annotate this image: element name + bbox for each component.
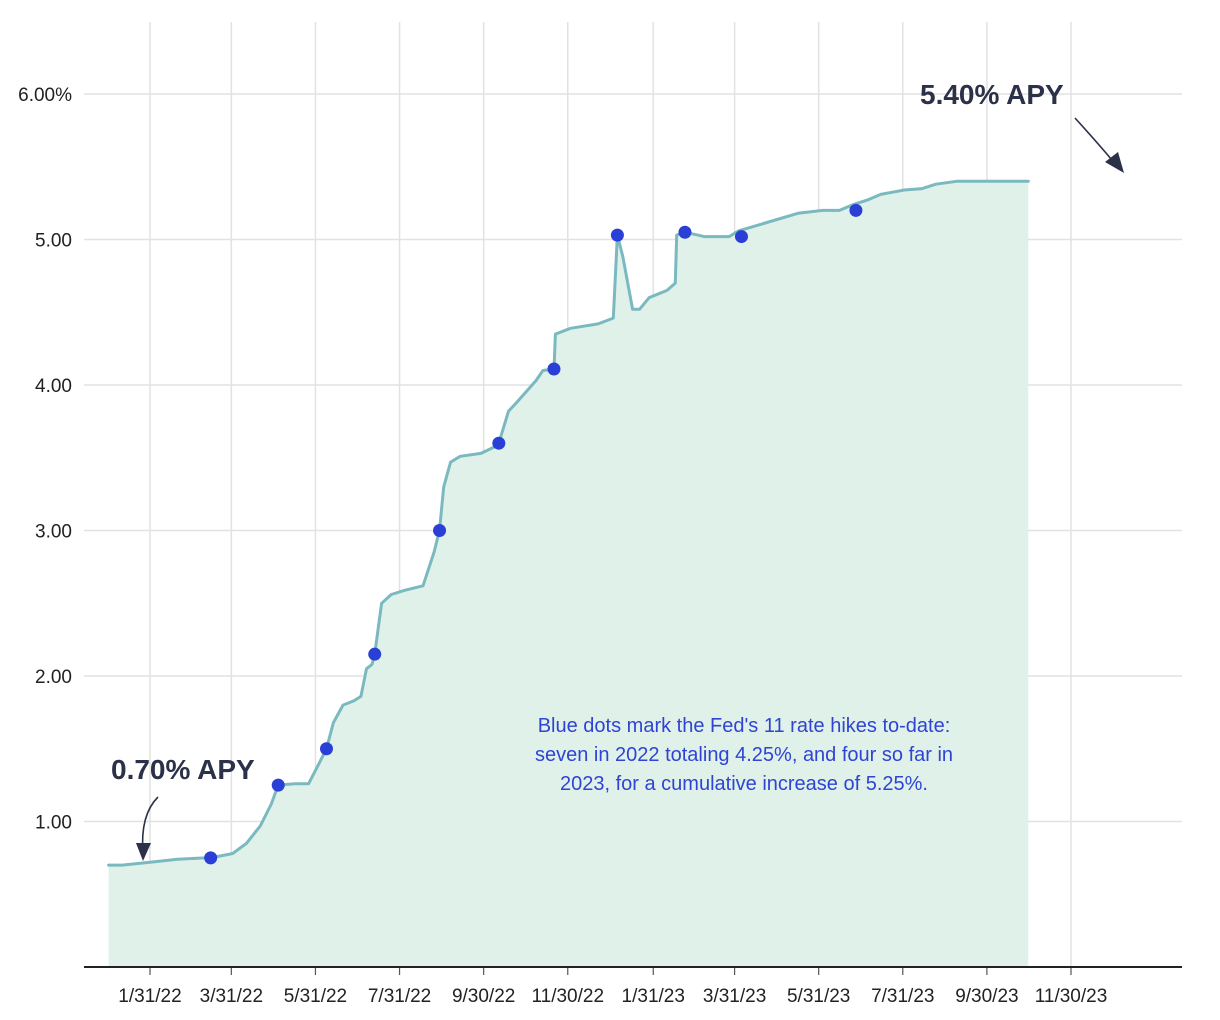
x-tick-label: 3/31/22 — [200, 986, 263, 1007]
start-callout-arrowhead — [136, 843, 151, 861]
end-callout-label: 5.40% APY — [920, 79, 1064, 110]
x-tick-label: 1/31/23 — [622, 986, 685, 1007]
y-tick-label: 2.00 — [35, 667, 72, 688]
x-tick-label: 3/31/23 — [703, 986, 766, 1007]
hike-note: Blue dots mark the Fed's 11 rate hikes t… — [535, 715, 953, 795]
x-tick-label: 9/30/22 — [452, 986, 515, 1007]
x-tick-label: 11/30/22 — [531, 986, 604, 1007]
rate-hike-marker — [734, 230, 748, 244]
y-tick-label: 6.00% — [18, 85, 72, 106]
end-callout-arrowhead — [1105, 152, 1124, 173]
y-tick-label: 3.00 — [35, 522, 72, 543]
apy-area-fill — [108, 181, 1029, 968]
rate-hike-marker — [849, 203, 863, 217]
x-tick-label: 11/30/23 — [1035, 986, 1108, 1007]
x-tick-label: 5/31/22 — [284, 986, 347, 1007]
hike-note-line: Blue dots mark the Fed's 11 rate hikes t… — [538, 715, 951, 737]
x-tick-label: 7/31/23 — [871, 986, 934, 1007]
rate-hike-marker — [433, 524, 447, 537]
rate-hike-marker — [271, 778, 285, 792]
rate-hike-marker — [610, 228, 624, 242]
hike-note-line: 2023, for a cumulative increase of 5.25%… — [560, 773, 928, 795]
y-tick-label: 4.00 — [35, 376, 72, 397]
end-callout-arrow — [1074, 117, 1113, 161]
rate-hike-marker — [204, 851, 218, 865]
axis-layer: 1.00 2.00 3.00 4.00 5.00 6.00% 1/31/22 3/31/22 5… — [18, 85, 1182, 1007]
start-callout-label: 0.70% APY — [111, 754, 255, 785]
rate-hike-marker — [547, 362, 561, 376]
x-tick-label: 5/31/23 — [787, 986, 850, 1007]
y-tick-label: 1.00 — [35, 813, 72, 834]
x-tick-label: 9/30/23 — [955, 986, 1018, 1007]
rate-hike-marker — [319, 742, 333, 756]
rate-hike-marker — [368, 647, 382, 661]
hike-marker-layer — [204, 203, 863, 865]
hike-note-line: seven in 2022 totaling 4.25%, and four s… — [535, 744, 953, 766]
rate-hike-marker — [678, 225, 692, 239]
end-callout-group: 5.40% APY — [920, 79, 1124, 173]
y-tick-label: 5.00 — [35, 231, 72, 252]
x-tick-label: 1/31/22 — [118, 986, 181, 1007]
start-callout-group: 0.70% APY — [111, 754, 255, 861]
x-tick-label: 7/31/22 — [368, 986, 431, 1007]
rate-hike-marker — [492, 436, 506, 450]
